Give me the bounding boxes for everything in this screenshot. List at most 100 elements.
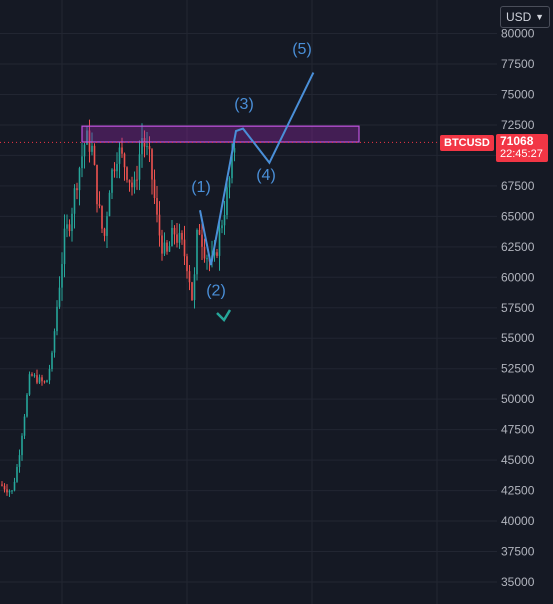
candle-body: [203, 246, 206, 259]
currency-select[interactable]: USD ▼: [500, 6, 550, 28]
wave-projection-line[interactable]: [199, 72, 315, 266]
candle-body: [68, 224, 71, 232]
candle-body: [226, 187, 228, 215]
candle-body: [193, 274, 196, 301]
price-tick-label: 52500: [501, 362, 535, 376]
candle-body: [81, 156, 83, 169]
candle-body: [128, 179, 131, 183]
price-tick-label: 60000: [501, 270, 535, 284]
candle-body: [171, 227, 173, 247]
candle-body: [88, 130, 91, 152]
candle-body: [178, 232, 181, 243]
candle-body: [156, 198, 158, 215]
candlestick-series: [1, 119, 236, 498]
candle-body: [46, 380, 48, 383]
price-tick-label: 65000: [501, 209, 535, 223]
candle-body: [103, 228, 106, 236]
wave-label: (1): [191, 179, 211, 196]
candle-body: [1, 484, 3, 486]
candle-body: [141, 138, 143, 155]
price-tick-label: 80000: [501, 27, 535, 41]
candle-body: [78, 168, 81, 191]
candle-body: [138, 154, 141, 180]
elliott-wave-projection[interactable]: [199, 72, 315, 323]
candle-body: [63, 228, 66, 265]
candle-body: [33, 375, 36, 377]
candle-body: [21, 435, 23, 456]
bar-countdown: 22:45:27: [500, 148, 543, 160]
candle-body: [13, 481, 16, 491]
candle-body: [48, 368, 51, 381]
candle-body: [113, 169, 116, 172]
chevron-down-icon: ▼: [535, 12, 544, 22]
candle-body: [131, 182, 133, 188]
price-tick-label: 67500: [501, 179, 535, 193]
candle-body: [148, 146, 151, 150]
candle-body: [106, 216, 108, 236]
candle-body: [153, 179, 156, 199]
candle-body: [198, 229, 201, 235]
candle-body: [151, 149, 153, 180]
candle-body: [161, 235, 163, 254]
candle-body: [176, 234, 178, 243]
candle-body: [36, 375, 38, 383]
candle-body: [218, 228, 221, 256]
candle-body: [126, 167, 128, 180]
wave-label: (2): [206, 283, 226, 300]
candle-body: [216, 252, 218, 256]
resistance-zone-rect[interactable]: [81, 125, 360, 143]
candle-body: [111, 169, 113, 193]
currency-select-value: USD: [506, 10, 532, 24]
price-tick-label: 37500: [501, 545, 535, 559]
candle-body: [23, 416, 26, 436]
symbol-badge: BTCUSD: [440, 135, 494, 151]
candle-body: [26, 394, 28, 417]
price-tick-label: 47500: [501, 423, 535, 437]
price-axis[interactable]: 35000 37500 40000 42500 45000 47500 50000 52500…: [501, 27, 535, 589]
candle-body: [133, 179, 136, 188]
price-tick-label: 75000: [501, 87, 535, 101]
candle-body: [221, 225, 223, 229]
candle-body: [71, 213, 73, 232]
candle-body: [233, 148, 236, 153]
candle-body: [76, 188, 78, 191]
candle-body: [168, 246, 171, 252]
candle-body: [56, 306, 58, 332]
candle-body: [146, 146, 148, 148]
candle-body: [196, 229, 198, 275]
candle-body: [191, 282, 193, 301]
candle-body: [8, 491, 11, 493]
candle-body: [11, 490, 13, 492]
candle-body: [51, 352, 53, 369]
candle-body: [183, 239, 186, 257]
wave-labels: (1) (2) (3) (4) (5): [191, 41, 312, 299]
candle-body: [18, 455, 21, 467]
price-tick-label: 50000: [501, 392, 535, 406]
candle-body: [173, 227, 176, 235]
candle-body: [3, 485, 6, 490]
candle-body: [6, 489, 8, 493]
chart-grid: [0, 0, 497, 604]
candle-body: [201, 234, 203, 247]
candle-body: [101, 206, 103, 229]
wave-label: (3): [234, 96, 254, 113]
candle-body: [158, 214, 161, 236]
candle-body: [16, 466, 18, 482]
candle-body: [91, 145, 93, 152]
check-mark-icon: [216, 309, 232, 323]
candle-body: [53, 331, 56, 353]
candle-body: [213, 252, 216, 256]
candle-body: [98, 204, 101, 207]
resistance-zone[interactable]: [81, 125, 360, 143]
price-tick-label: 57500: [501, 301, 535, 315]
candle-body: [93, 145, 96, 165]
candle-body: [223, 214, 226, 226]
last-price-value: 71068: [500, 134, 534, 148]
price-tick-label: 55000: [501, 331, 535, 345]
candle-body: [228, 178, 231, 188]
candle-body: [73, 188, 76, 214]
candle-body: [116, 163, 118, 172]
candle-body: [121, 147, 123, 154]
price-tick-label: 40000: [501, 514, 535, 528]
